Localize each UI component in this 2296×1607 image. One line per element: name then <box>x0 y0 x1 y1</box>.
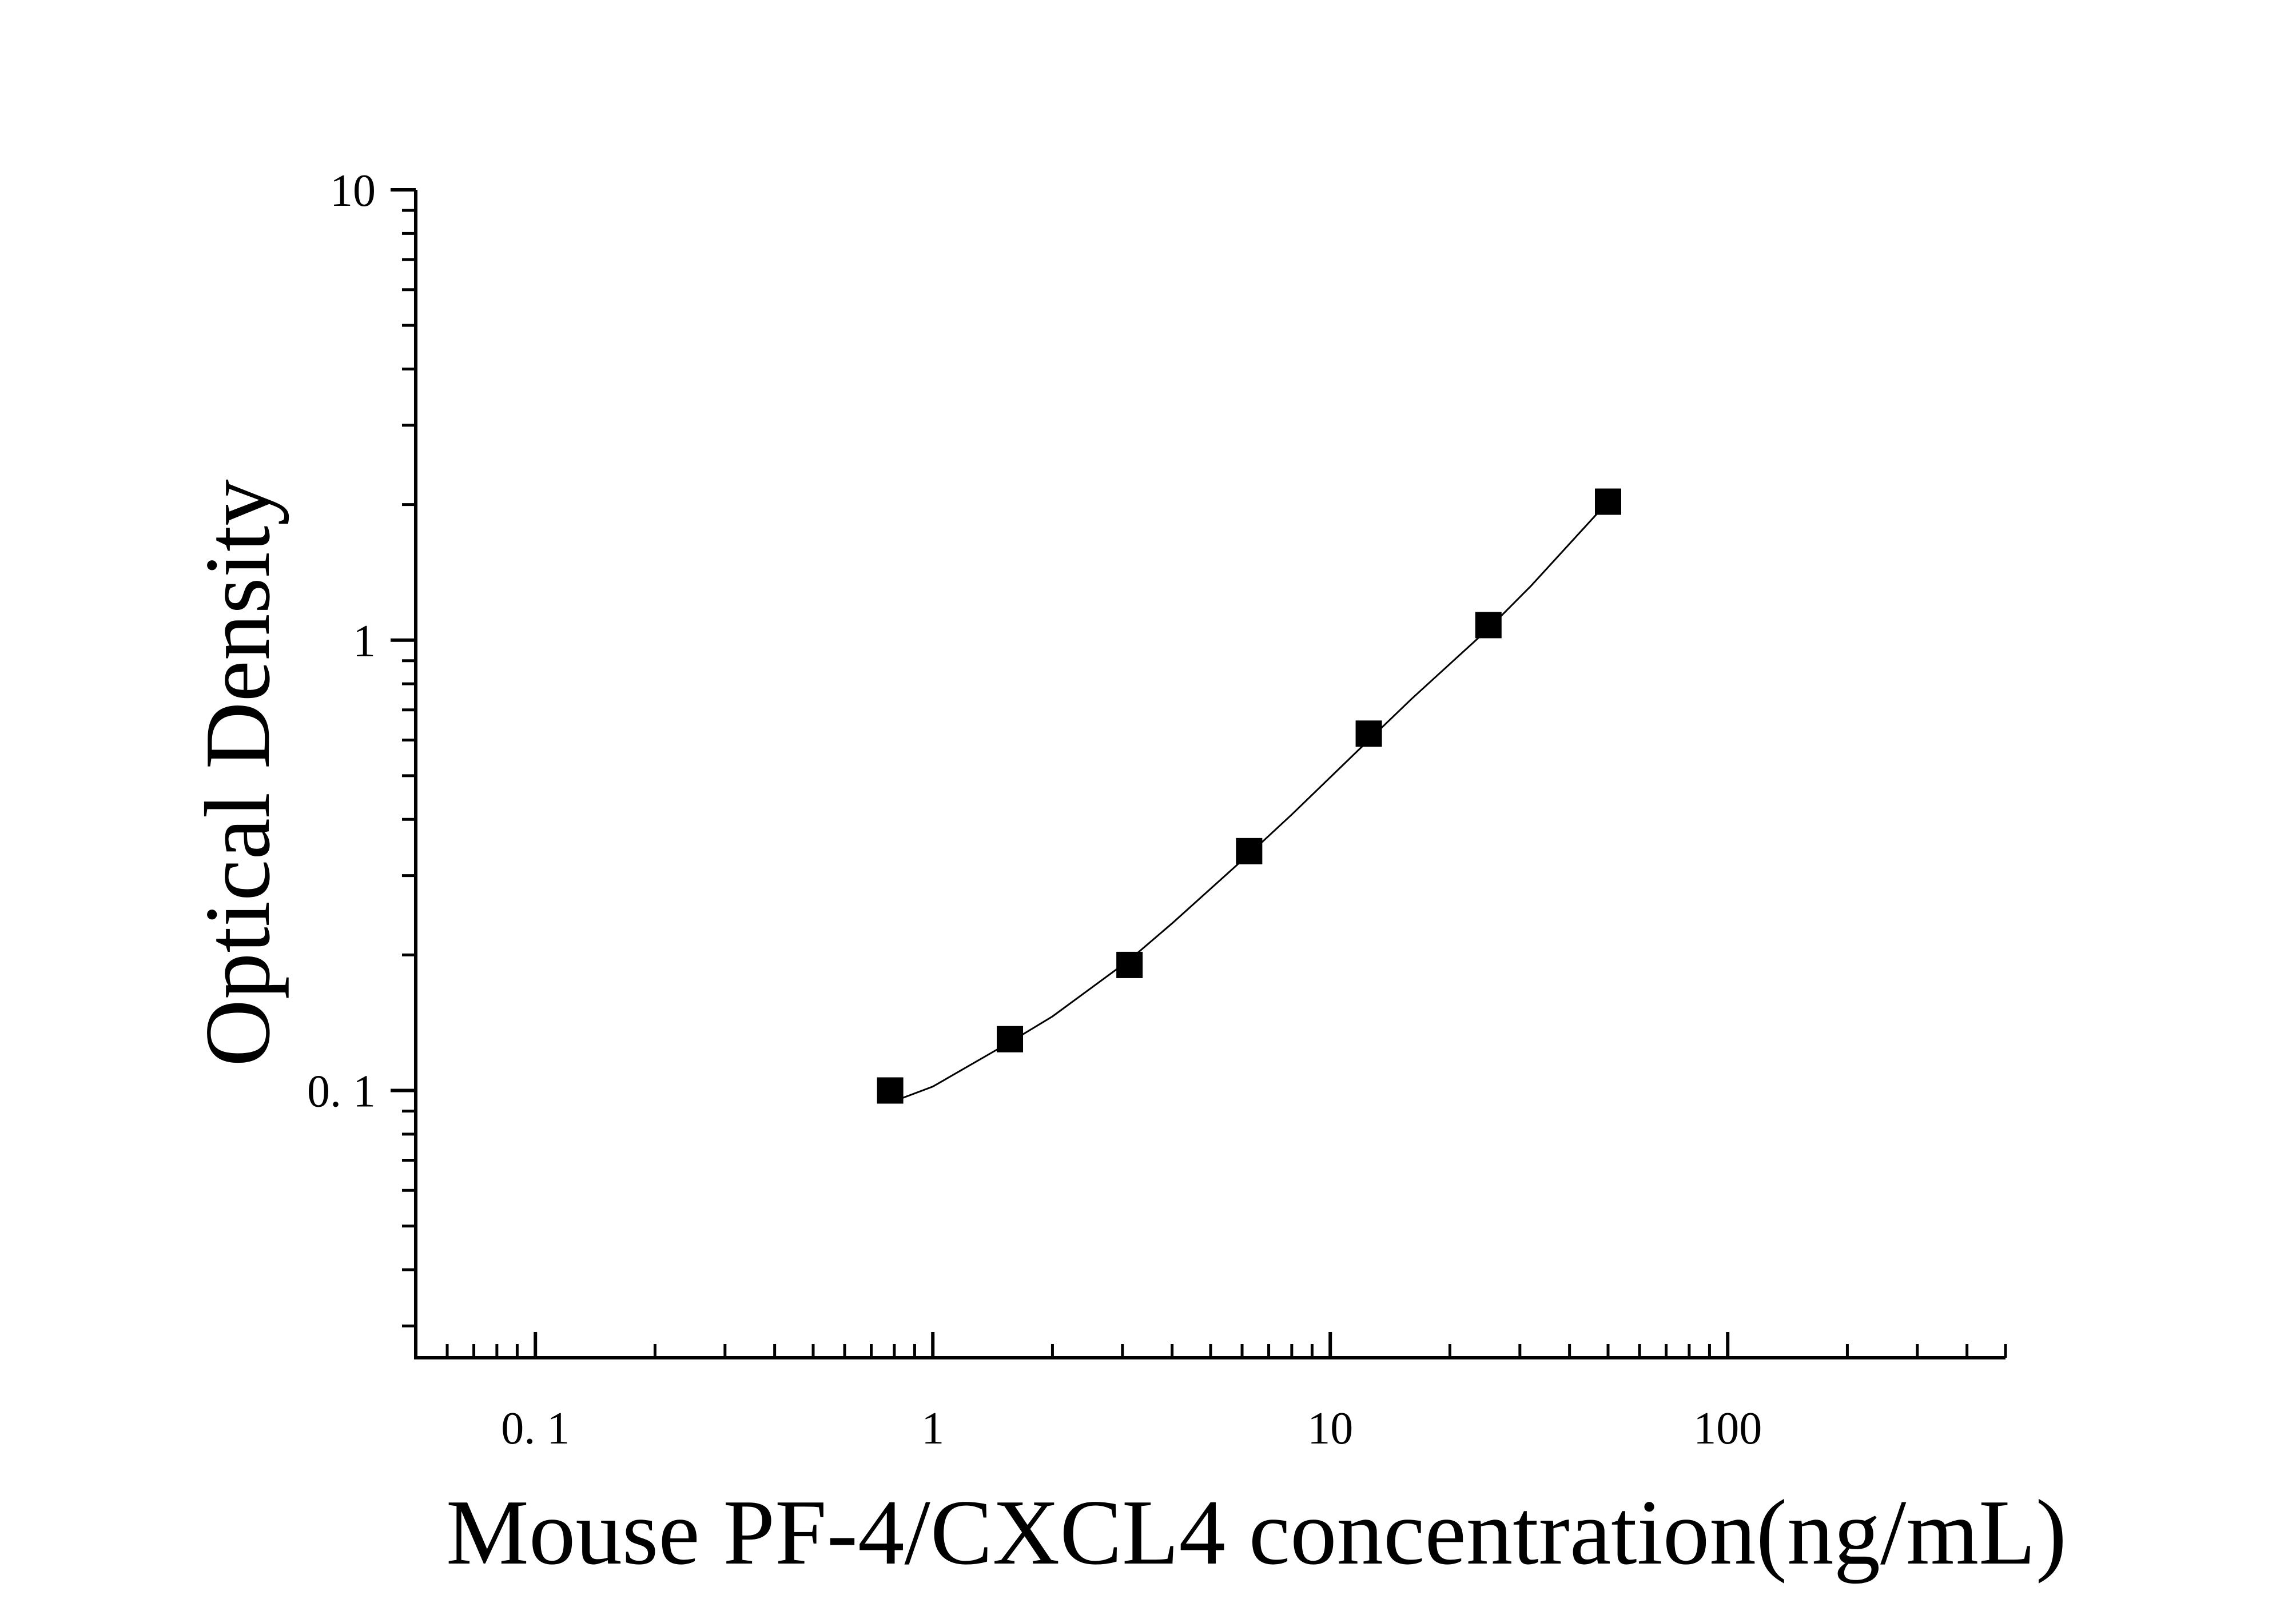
fit-curve-layer <box>890 501 1609 1104</box>
x-tick-label: 1 <box>921 1403 944 1454</box>
data-point-marker <box>997 1026 1024 1052</box>
x-tick-label: 0. 1 <box>501 1403 570 1454</box>
y-tick-label: 1 <box>353 616 376 667</box>
data-point-marker <box>1595 488 1621 515</box>
data-point-marker <box>1475 612 1502 639</box>
y-axis-title: Optical Density <box>186 479 289 1067</box>
data-point-marker <box>1236 838 1263 864</box>
axes: 0. 1 1 10 100 0. 1 1 10 <box>307 166 2007 1454</box>
x-axis-title: Mouse PF-4/CXCL4 concentration(ng/mL) <box>446 1481 2067 1584</box>
data-point-marker <box>1355 720 1382 747</box>
fit-curve <box>890 501 1609 1104</box>
data-point-marker <box>877 1077 904 1104</box>
y-tick-label: 0. 1 <box>307 1067 376 1117</box>
x-tick-label: 100 <box>1693 1403 1762 1454</box>
y-tick-label: 10 <box>330 166 376 216</box>
data-points <box>877 488 1621 1104</box>
data-point-marker <box>1116 951 1143 978</box>
x-tick-label: 10 <box>1307 1403 1353 1454</box>
